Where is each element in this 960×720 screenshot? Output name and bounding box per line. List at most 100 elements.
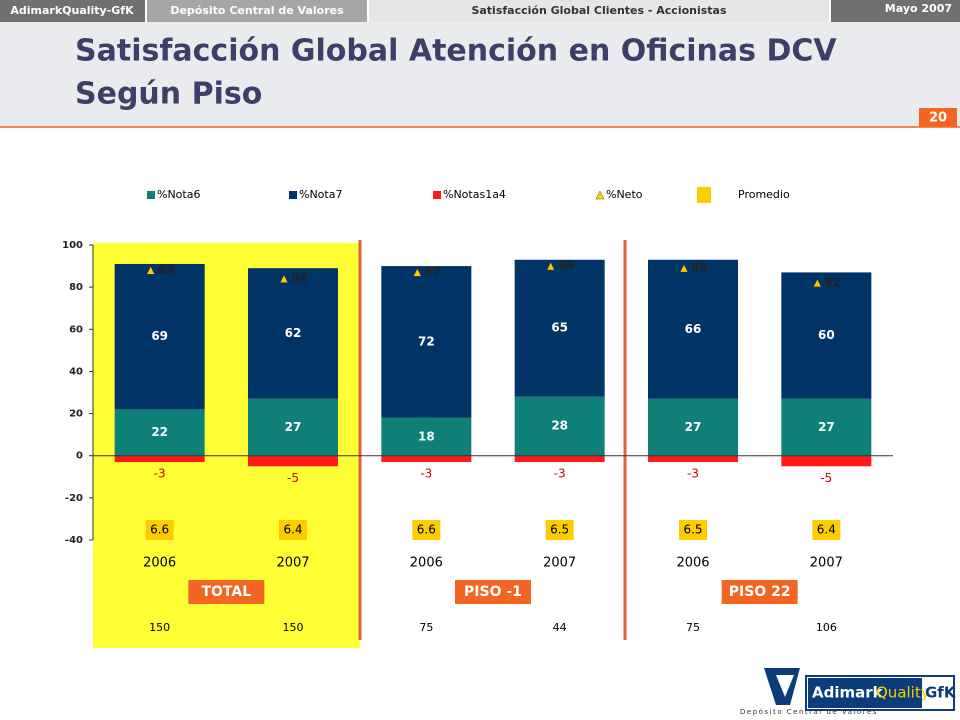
promedio-box (145, 520, 174, 540)
study-tab (369, 0, 829, 22)
bar-segment (514, 455, 605, 463)
title: Satisfacción Global Atención en Oficinas… (75, 34, 837, 69)
base-label: 150 (149, 621, 170, 634)
base-label: 44 (553, 621, 567, 634)
promedio-label: 6.4 (817, 523, 836, 537)
value-label: 18 (418, 429, 435, 443)
value-label: 22 (151, 425, 168, 439)
bar-segment (248, 398, 338, 456)
neto-label: 89 (691, 261, 708, 275)
value-label: 27 (685, 420, 702, 434)
bar-segment (381, 417, 472, 456)
legend-label: %Notas1a4 (443, 188, 506, 201)
value-label: -5 (287, 471, 299, 485)
client-tab (147, 0, 367, 22)
bar-segment (648, 455, 738, 463)
bar-segment (114, 409, 205, 456)
legend-swatch (289, 191, 297, 199)
neto-marker (146, 265, 156, 275)
date-tab (831, 0, 960, 22)
value-label: -3 (154, 467, 166, 481)
group-label: PISO -1 (464, 584, 522, 600)
legend-swatch (595, 190, 605, 200)
value-label: 60 (818, 328, 835, 342)
y-tick-label: 100 (62, 240, 83, 251)
group-label: PISO 22 (729, 584, 791, 600)
promedio-box (545, 520, 574, 540)
promedio-label: 6.5 (550, 523, 569, 537)
bar-segment (781, 272, 872, 399)
promedio-label: 6.6 (417, 523, 436, 537)
bar-segment (248, 455, 338, 467)
bar-segment (248, 268, 338, 399)
y-tick-label: 80 (69, 282, 83, 293)
legend-swatch (147, 191, 155, 199)
group-label: TOTAL (201, 584, 251, 600)
value-label: 27 (285, 420, 302, 434)
bar-segment (648, 398, 738, 456)
bar-segment (514, 259, 605, 397)
value-label: 65 (551, 321, 568, 335)
value-label: 72 (418, 334, 435, 348)
value-label: 28 (551, 419, 568, 433)
neto-marker (546, 261, 556, 271)
group-box (455, 580, 531, 604)
neto-marker (412, 267, 422, 277)
value-label: -3 (687, 467, 699, 481)
neto-label: 88 (158, 263, 175, 277)
page-number: 20 (929, 111, 947, 126)
x-tick-label: 2006 (143, 556, 176, 571)
y-tick-label: 40 (69, 366, 83, 377)
title: Según Piso (75, 77, 262, 112)
y-tick-label: 0 (76, 451, 83, 462)
bar-segment (381, 266, 472, 418)
promedio-box (679, 520, 707, 540)
promedio-label: 6.6 (150, 523, 169, 537)
neto-label: 82 (824, 275, 841, 289)
base-label: 75 (419, 621, 433, 634)
neto-label: 87 (424, 265, 441, 279)
bar-segment (114, 455, 205, 463)
value-label: 27 (818, 420, 835, 434)
bar-segment (381, 455, 472, 463)
value-label: 69 (151, 329, 168, 343)
x-tick-label: 2007 (810, 556, 843, 571)
legend-label: %Nota6 (157, 188, 200, 201)
neto-marker (279, 274, 289, 284)
brand: AdimarkQuality-GfK (10, 4, 134, 17)
promedio-label: 6.5 (683, 523, 702, 537)
value-label: -3 (420, 467, 432, 481)
value-label: -5 (820, 471, 832, 485)
y-tick-label: -20 (65, 493, 83, 504)
base-label: 75 (686, 621, 700, 634)
study: Satisfacción Global Clientes - Accionist… (471, 4, 727, 17)
promedio-box (812, 520, 841, 540)
group-box (188, 580, 265, 604)
value-label: 62 (285, 326, 302, 340)
legend-swatch (697, 187, 711, 203)
bar-segment (781, 455, 872, 467)
neto-label: 84 (291, 271, 308, 285)
promedio-label: 6.4 (283, 523, 302, 537)
legend-label: %Neto (606, 188, 643, 201)
y-tick-label: 20 (69, 409, 83, 420)
brand-tab (0, 0, 145, 22)
promedio-box (412, 520, 441, 540)
base-label: 106 (816, 621, 837, 634)
adimark-word: Adimark (812, 684, 884, 702)
y-tick-label: -40 (65, 535, 83, 546)
group-box (721, 580, 798, 604)
bar-segment (114, 263, 205, 410)
bar-segment (648, 259, 738, 399)
neto-label: 90 (558, 259, 575, 273)
gfk-word: GfK (925, 684, 957, 702)
y-tick-label: 60 (69, 324, 83, 335)
adimark-logo (808, 678, 922, 708)
dcv-logo (776, 675, 794, 697)
promedio-box (279, 520, 307, 540)
bar-segment (514, 396, 605, 456)
x-tick-label: 2006 (410, 556, 443, 571)
page-badge (919, 108, 957, 127)
legend-swatch (433, 191, 441, 199)
